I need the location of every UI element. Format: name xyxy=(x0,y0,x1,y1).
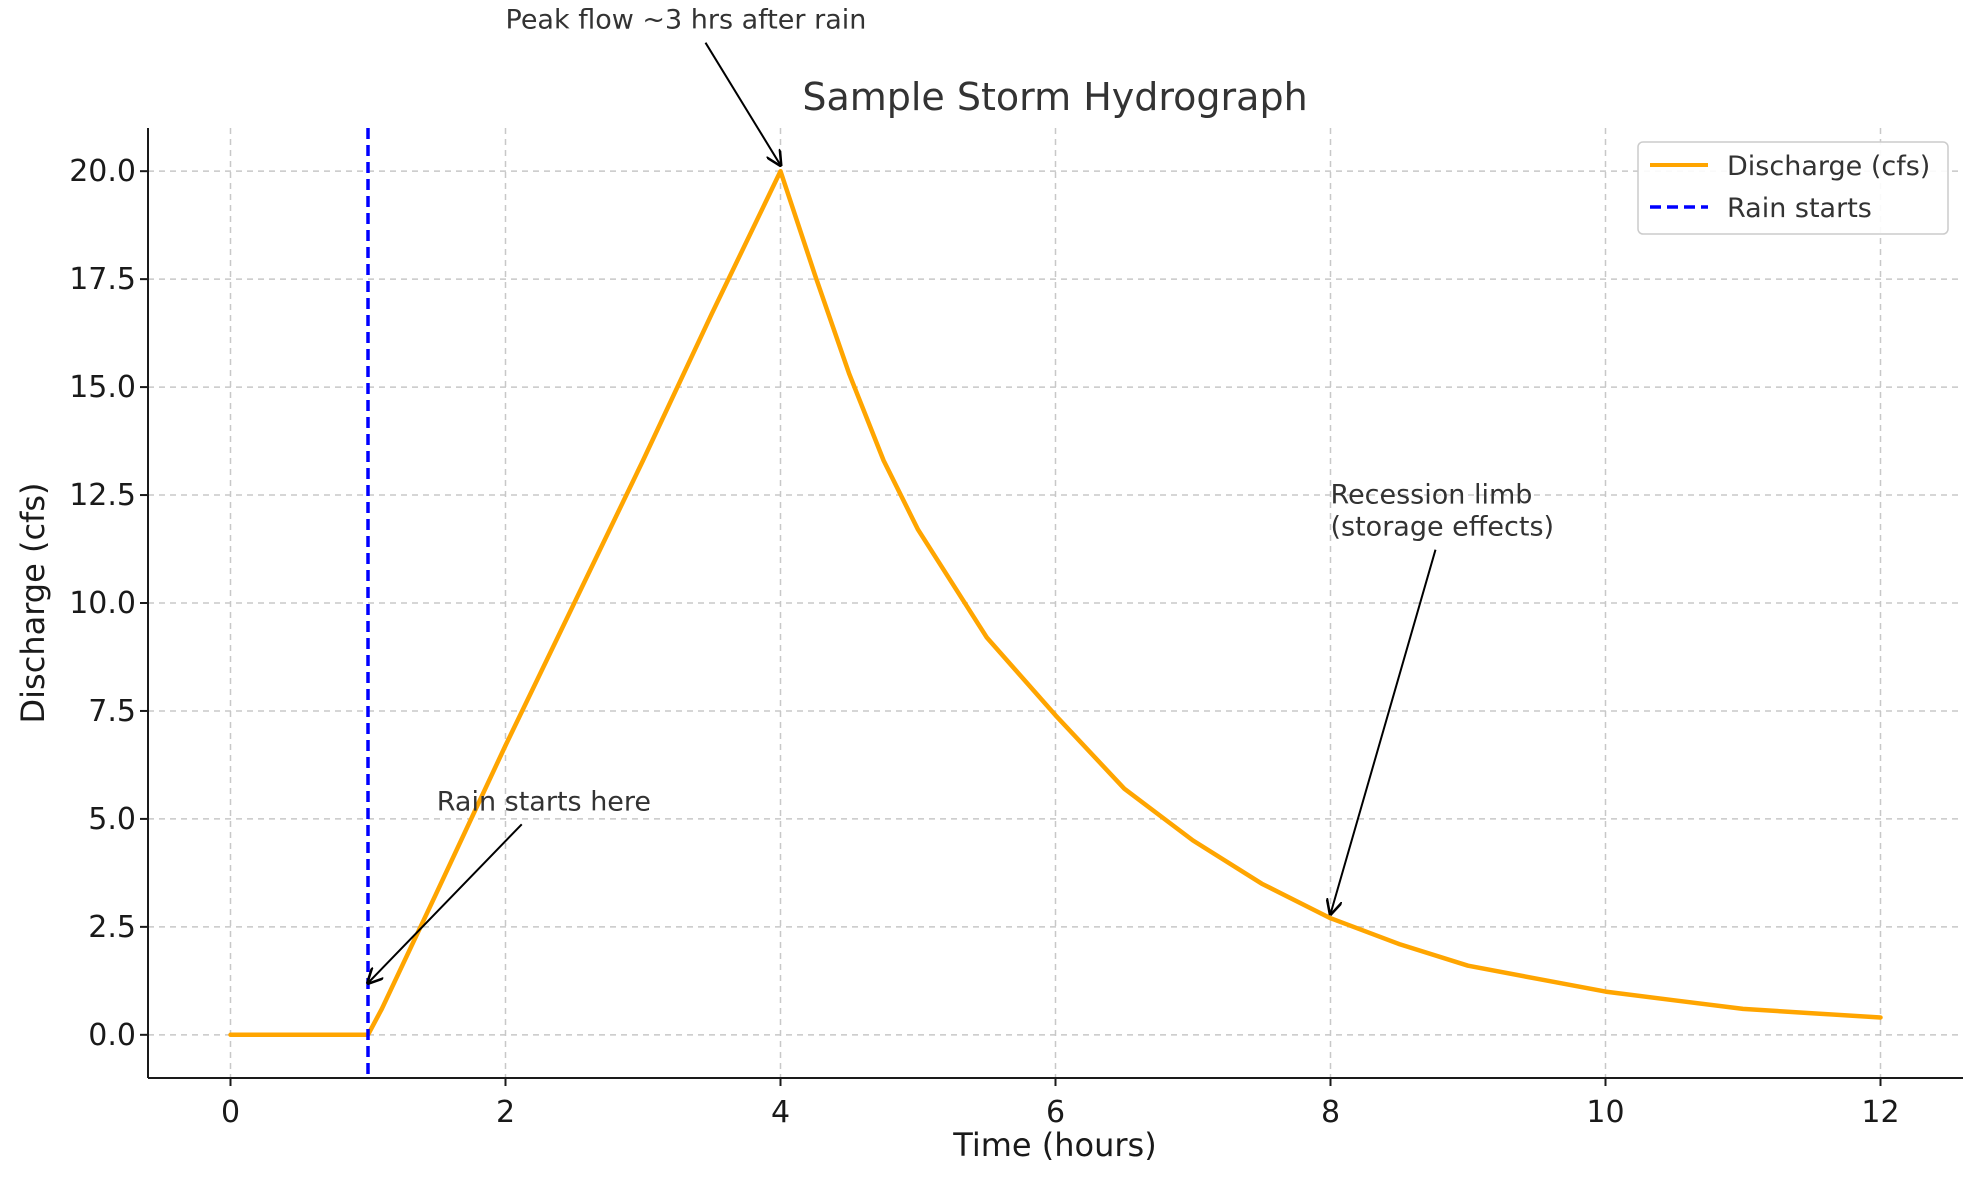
annotation-arrow xyxy=(1331,549,1437,914)
x-tick-label: 10 xyxy=(1586,1095,1624,1130)
x-tick-label: 6 xyxy=(1046,1095,1065,1130)
annotation-rain-starts: Rain starts here xyxy=(437,786,651,817)
ticks-layer: 0 2 4 6 8 10 12 0.0 2.5 5.0 7.5 10.0 12.5 15.0 17.5 20.… xyxy=(69,154,1899,1130)
series-layer xyxy=(228,128,1883,1078)
y-tick-label: 10.0 xyxy=(69,586,136,621)
x-tick-label: 4 xyxy=(771,1095,790,1130)
y-axis-label: Discharge (cfs) xyxy=(14,483,52,724)
y-tick-label: 0.0 xyxy=(88,1018,136,1053)
y-tick-label: 2.5 xyxy=(88,910,136,945)
grid-layer xyxy=(148,128,1963,1078)
legend: Discharge (cfs) Rain starts xyxy=(1637,141,1949,235)
annotation-peak-flow: Peak flow ~3 hrs after rain xyxy=(506,5,867,36)
annotations-layer: Peak flow ~3 hrs after rain Rain starts h… xyxy=(368,5,1554,983)
x-tick-label: 8 xyxy=(1321,1095,1340,1130)
annotation-recession-limb: Recession limb (storage effects) xyxy=(1331,480,1555,543)
y-tick-label: 5.0 xyxy=(88,802,136,837)
y-tick-label: 15.0 xyxy=(69,370,136,405)
y-tick-label: 17.5 xyxy=(69,262,136,297)
discharge-line xyxy=(228,168,1883,1038)
x-axis-label: Time (hours) xyxy=(952,1126,1156,1164)
annotation-arrow xyxy=(704,42,781,166)
annotation-arrow xyxy=(368,823,523,983)
y-tick-label: 20.0 xyxy=(69,154,136,189)
legend-box xyxy=(1637,141,1949,235)
legend-label-rain: Rain starts xyxy=(1727,193,1872,224)
x-tick-label: 2 xyxy=(496,1095,515,1130)
legend-label-discharge: Discharge (cfs) xyxy=(1727,151,1930,182)
y-tick-label: 7.5 xyxy=(88,694,136,729)
chart-title: Sample Storm Hydrograph xyxy=(802,75,1307,119)
y-tick-label: 12.5 xyxy=(69,478,136,513)
x-tick-label: 12 xyxy=(1861,1095,1899,1130)
x-tick-label: 0 xyxy=(221,1095,240,1130)
